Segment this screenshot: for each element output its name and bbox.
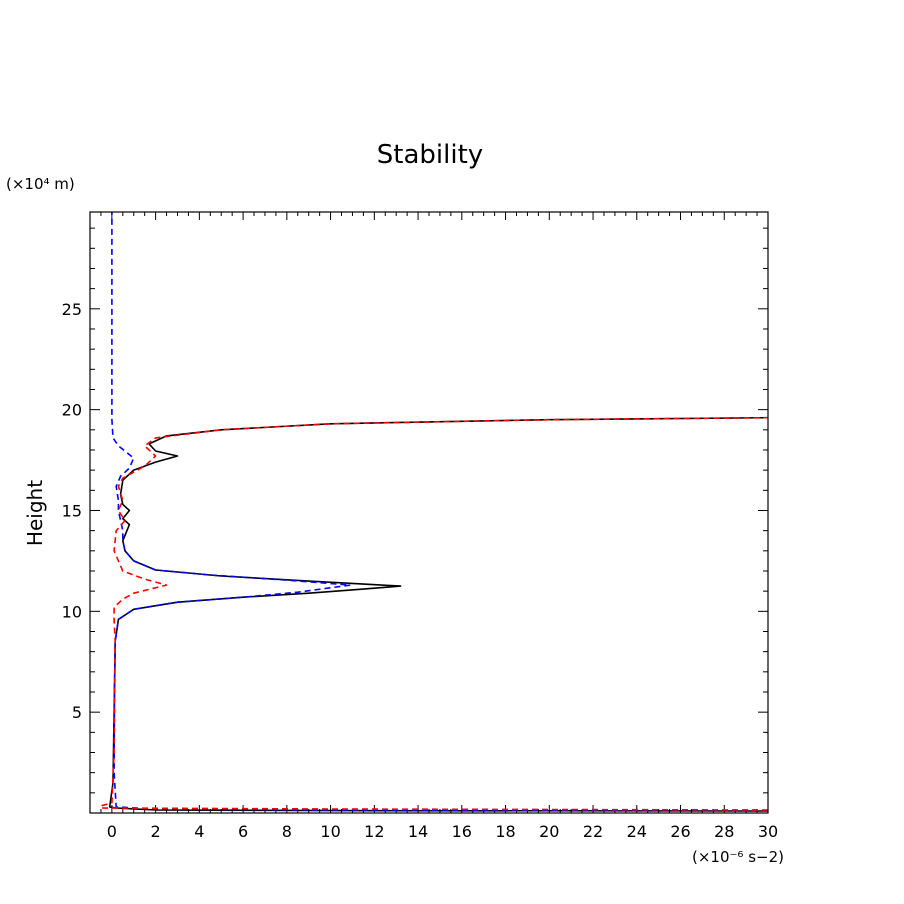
series-line-0 [108, 416, 769, 812]
x-tick-label: 30 [758, 822, 778, 841]
x-axis: 0 2 4 6 8 10 12 14 16 18 20 22 24 26 28 30 [89, 212, 778, 841]
y-tick-label: 15 [62, 501, 82, 520]
x-tick-label: 26 [670, 822, 690, 841]
y-tick-label: 10 [62, 602, 82, 621]
x-axis-unit: (×10⁻⁶ s−2) [692, 848, 784, 866]
series-line-2 [100, 416, 769, 811]
x-tick-label: 14 [408, 822, 428, 841]
y-tick-label: 5 [72, 703, 82, 722]
series-layer [100, 212, 769, 812]
x-tick-label: 16 [452, 822, 472, 841]
x-tick-label: 12 [364, 822, 384, 841]
x-tick-label: 10 [320, 822, 340, 841]
chart-title: Stability [377, 140, 483, 170]
plot-frame [89, 211, 769, 814]
x-tick-label: 6 [238, 822, 248, 841]
x-tick-label: 24 [627, 822, 647, 841]
x-tick-label: 8 [282, 822, 292, 841]
y-axis-label: Height [23, 480, 47, 546]
x-tick-label: 22 [583, 822, 603, 841]
y-axis: 5 10 15 20 25 [62, 227, 768, 794]
y-tick-label: 20 [62, 401, 82, 420]
x-tick-label: 0 [107, 822, 117, 841]
x-tick-label: 2 [151, 822, 161, 841]
y-tick-label: 25 [62, 300, 82, 319]
x-tick-label: 18 [495, 822, 515, 841]
x-tick-label: 20 [539, 822, 559, 841]
x-tick-label: 4 [194, 822, 204, 841]
series-line-1 [111, 212, 769, 812]
x-tick-label: 28 [714, 822, 734, 841]
y-axis-unit: (×10⁴ m) [6, 175, 75, 193]
